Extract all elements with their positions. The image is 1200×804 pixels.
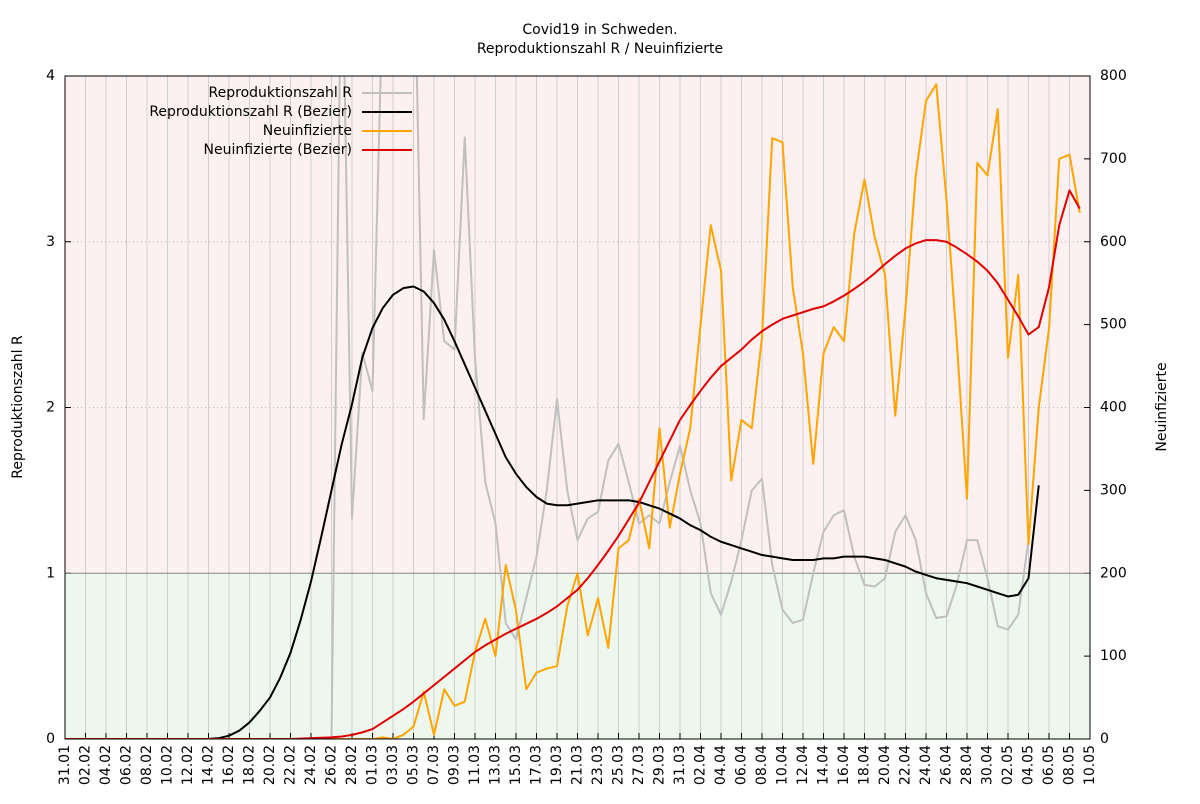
y2-tick-label: 600 xyxy=(1100,234,1127,250)
x-tick-label: 19.03 xyxy=(549,745,565,785)
x-tick-label: 24.02 xyxy=(303,745,319,785)
x-tick-label: 24.04 xyxy=(918,745,934,785)
y2-tick-label: 200 xyxy=(1100,565,1127,581)
x-tick-label: 14.04 xyxy=(816,745,832,785)
x-tick-label: 23.03 xyxy=(590,745,606,785)
y2-tick-label: 700 xyxy=(1100,151,1127,167)
x-tick-label: 06.05 xyxy=(1041,745,1057,785)
series-line xyxy=(65,83,1081,739)
x-tick-label: 06.02 xyxy=(119,745,135,785)
x-tick-label: 02.04 xyxy=(693,745,709,785)
plot-frame xyxy=(64,75,1091,740)
legend-label: Neuinfizierte xyxy=(263,123,352,139)
x-tick-label: 08.04 xyxy=(754,745,770,785)
x-tick-label: 26.02 xyxy=(324,745,340,785)
x-tick-label: 03.03 xyxy=(385,745,401,785)
series-line xyxy=(65,189,1081,739)
x-tick-label: 30.04 xyxy=(980,745,996,785)
x-tick-label: 22.02 xyxy=(283,745,299,785)
x-tick-label: 31.03 xyxy=(672,745,688,785)
series-line xyxy=(330,76,1030,739)
chart-title: Covid19 in Schweden. xyxy=(522,22,677,38)
x-tick-label: 20.04 xyxy=(877,745,893,785)
y-tick-label: 3 xyxy=(46,234,55,250)
y-tick-label: 2 xyxy=(46,400,55,416)
y2-tick-label: 400 xyxy=(1100,400,1127,416)
x-tick-label: 02.02 xyxy=(78,745,94,785)
y2-axis-label: Neuinfizierte xyxy=(1154,362,1170,451)
y2-tick-label: 300 xyxy=(1100,482,1127,498)
y-axis-label: Reproduktionszahl R xyxy=(10,335,26,479)
y-tick-label: 4 xyxy=(46,68,55,84)
x-tick-label: 10.05 xyxy=(1082,745,1098,785)
x-tick-label: 20.02 xyxy=(262,745,278,785)
x-tick-label: 10.02 xyxy=(160,745,176,785)
x-tick-label: 27.03 xyxy=(631,745,647,785)
x-tick-label: 25.03 xyxy=(611,745,627,785)
x-tick-label: 08.02 xyxy=(139,745,155,785)
x-tick-label: 04.05 xyxy=(1021,745,1037,785)
x-tick-label: 28.02 xyxy=(344,745,360,785)
x-tick-label: 18.02 xyxy=(242,745,258,785)
y-tick-label: 0 xyxy=(46,731,55,747)
x-tick-label: 29.03 xyxy=(652,745,668,785)
x-tick-label: 10.04 xyxy=(775,745,791,785)
x-tick-label: 15.03 xyxy=(508,745,524,785)
y2-tick-label: 500 xyxy=(1100,317,1127,333)
legend-label: Reproduktionszahl R xyxy=(209,85,353,101)
x-tick-label: 12.04 xyxy=(795,745,811,785)
legend-label: Reproduktionszahl R (Bezier) xyxy=(149,104,352,120)
x-tick-label: 07.03 xyxy=(426,745,442,785)
x-tick-label: 09.03 xyxy=(447,745,463,785)
x-tick-label: 01.03 xyxy=(365,745,381,785)
x-tick-label: 08.05 xyxy=(1062,745,1078,785)
x-tick-label: 16.02 xyxy=(221,745,237,785)
x-tick-label: 04.04 xyxy=(713,745,729,785)
x-tick-label: 12.02 xyxy=(180,745,196,785)
y2-tick-label: 0 xyxy=(1100,731,1109,747)
x-tick-label: 18.04 xyxy=(857,745,873,785)
x-tick-label: 21.03 xyxy=(570,745,586,785)
x-tick-label: 17.03 xyxy=(529,745,545,785)
x-tick-label: 02.05 xyxy=(1000,745,1016,785)
y2-tick-label: 100 xyxy=(1100,648,1127,664)
x-tick-label: 06.04 xyxy=(734,745,750,785)
y2-tick-label: 800 xyxy=(1100,68,1127,84)
x-tick-label: 22.04 xyxy=(898,745,914,785)
legend-label: Neuinfizierte (Bezier) xyxy=(204,142,352,158)
chart-subtitle: Reproduktionszahl R / Neuinfizierte xyxy=(477,41,723,57)
x-tick-label: 11.03 xyxy=(467,745,483,785)
series-line xyxy=(65,285,1040,739)
x-tick-label: 28.04 xyxy=(959,745,975,785)
x-tick-label: 05.03 xyxy=(406,745,422,785)
y-tick-label: 1 xyxy=(46,565,55,581)
x-tick-label: 13.03 xyxy=(488,745,504,785)
x-tick-label: 16.04 xyxy=(836,745,852,785)
x-tick-label: 14.02 xyxy=(201,745,217,785)
x-tick-label: 26.04 xyxy=(939,745,955,785)
x-tick-label: 31.01 xyxy=(57,745,73,785)
x-tick-label: 04.02 xyxy=(98,745,114,785)
plot-area xyxy=(65,76,1081,739)
